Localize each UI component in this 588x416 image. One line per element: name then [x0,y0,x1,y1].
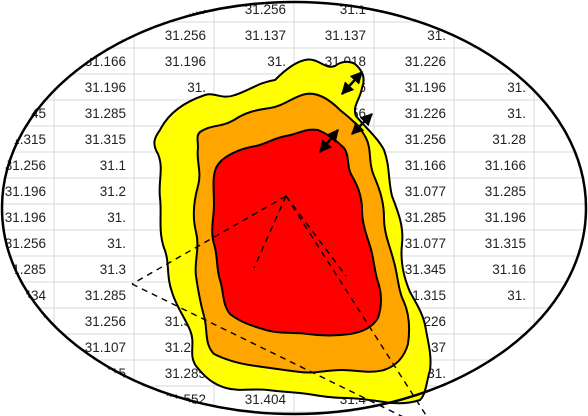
spreadsheet-cell: 31.256 [5,236,46,251]
double-arrow [341,71,363,95]
spreadsheet-cell: 31.285 [165,366,206,381]
spreadsheet-cell: 31. [107,210,126,225]
spreadsheet-cell: 31.285 [485,184,526,199]
spreadsheet-cell: 31.256 [5,314,46,329]
spreadsheet-cell: 31. [507,80,526,95]
spreadsheet-cell: 31.28 [492,132,526,147]
spreadsheet-cell: 31.077 [405,236,446,251]
spreadsheet-cell: 31.315 [485,236,526,251]
zone-shapes [153,58,432,405]
spreadsheet-cell: 31.285 [5,262,46,277]
spreadsheet-cell: 31.137 [245,28,286,43]
spreadsheet-cell: 31. [507,288,526,303]
spreadsheet-cell: 31. [187,80,206,95]
spreadsheet-cell: 31.196 [5,210,46,225]
spreadsheet-cell: 31.256 [165,2,206,17]
spreadsheet-cell: 31.285 [85,106,126,121]
spreadsheet-cell: 31.166 [485,158,526,173]
inner-zone [211,128,382,337]
radial-line [131,283,403,416]
spreadsheet-cell: 31.256 [405,132,446,147]
radial-line [131,195,287,285]
double-arrow [351,113,373,135]
radial-line [285,195,428,416]
radial-line [285,195,347,277]
spreadsheet-cell: 31.196 [165,54,206,69]
spreadsheet-cell: 31.315 [5,132,46,147]
double-arrow [319,129,339,153]
spreadsheet-cell: 31.166 [405,158,446,173]
spreadsheet-cell: 31.256 [85,314,126,329]
spreadsheet-cell: 31.256 [5,80,46,95]
spreadsheet-cell: 31.196 [485,210,526,225]
spreadsheet-cell: 31.077 [85,28,126,43]
spreadsheet-cell: 31.226 [405,54,446,69]
spreadsheet-cell: 31.285 [405,210,446,225]
radial-line [253,195,287,269]
spreadsheet-cell: 31.285 [85,288,126,303]
spreadsheet-cell: 31.196 [5,184,46,199]
spreadsheet-cell: 31.077 [405,184,446,199]
spreadsheet-cell: 31.226 [405,106,446,121]
spreadsheet-cell: 31. [427,366,446,381]
spreadsheet-cell: 31.196 [405,80,446,95]
spreadsheet-cell: 31.3 [100,262,126,277]
spreadsheet-cell: 31. [27,54,46,69]
spreadsheet-cell: 31.16 [492,262,526,277]
spreadsheet-cell: 31.404 [245,392,287,407]
spreadsheet-cell: 31. [267,54,286,69]
spreadsheet-cell: 31. [507,106,526,121]
spreadsheet-cell: 31. [107,236,126,251]
spreadsheet-cell: 31.345 [405,262,446,277]
spreadsheet-cell: 31.315 [85,132,126,147]
spreadsheet-cell: 31.137 [325,28,366,43]
spreadsheet-cell: 31.1 [100,158,126,173]
spreadsheet-cell: 31.256 [165,28,206,43]
spreadsheet-cell: 31.2 [100,184,126,199]
boundary-arrows [319,71,373,153]
spreadsheet-cell: 31. [427,28,446,43]
spreadsheet-cell: 31.256 [245,2,286,17]
spreadsheet-cell: 31.107 [85,340,126,355]
spreadsheet-cell: 31.256 [5,158,46,173]
spreadsheet-cell: 31.196 [85,80,126,95]
radial-lines [131,195,428,416]
